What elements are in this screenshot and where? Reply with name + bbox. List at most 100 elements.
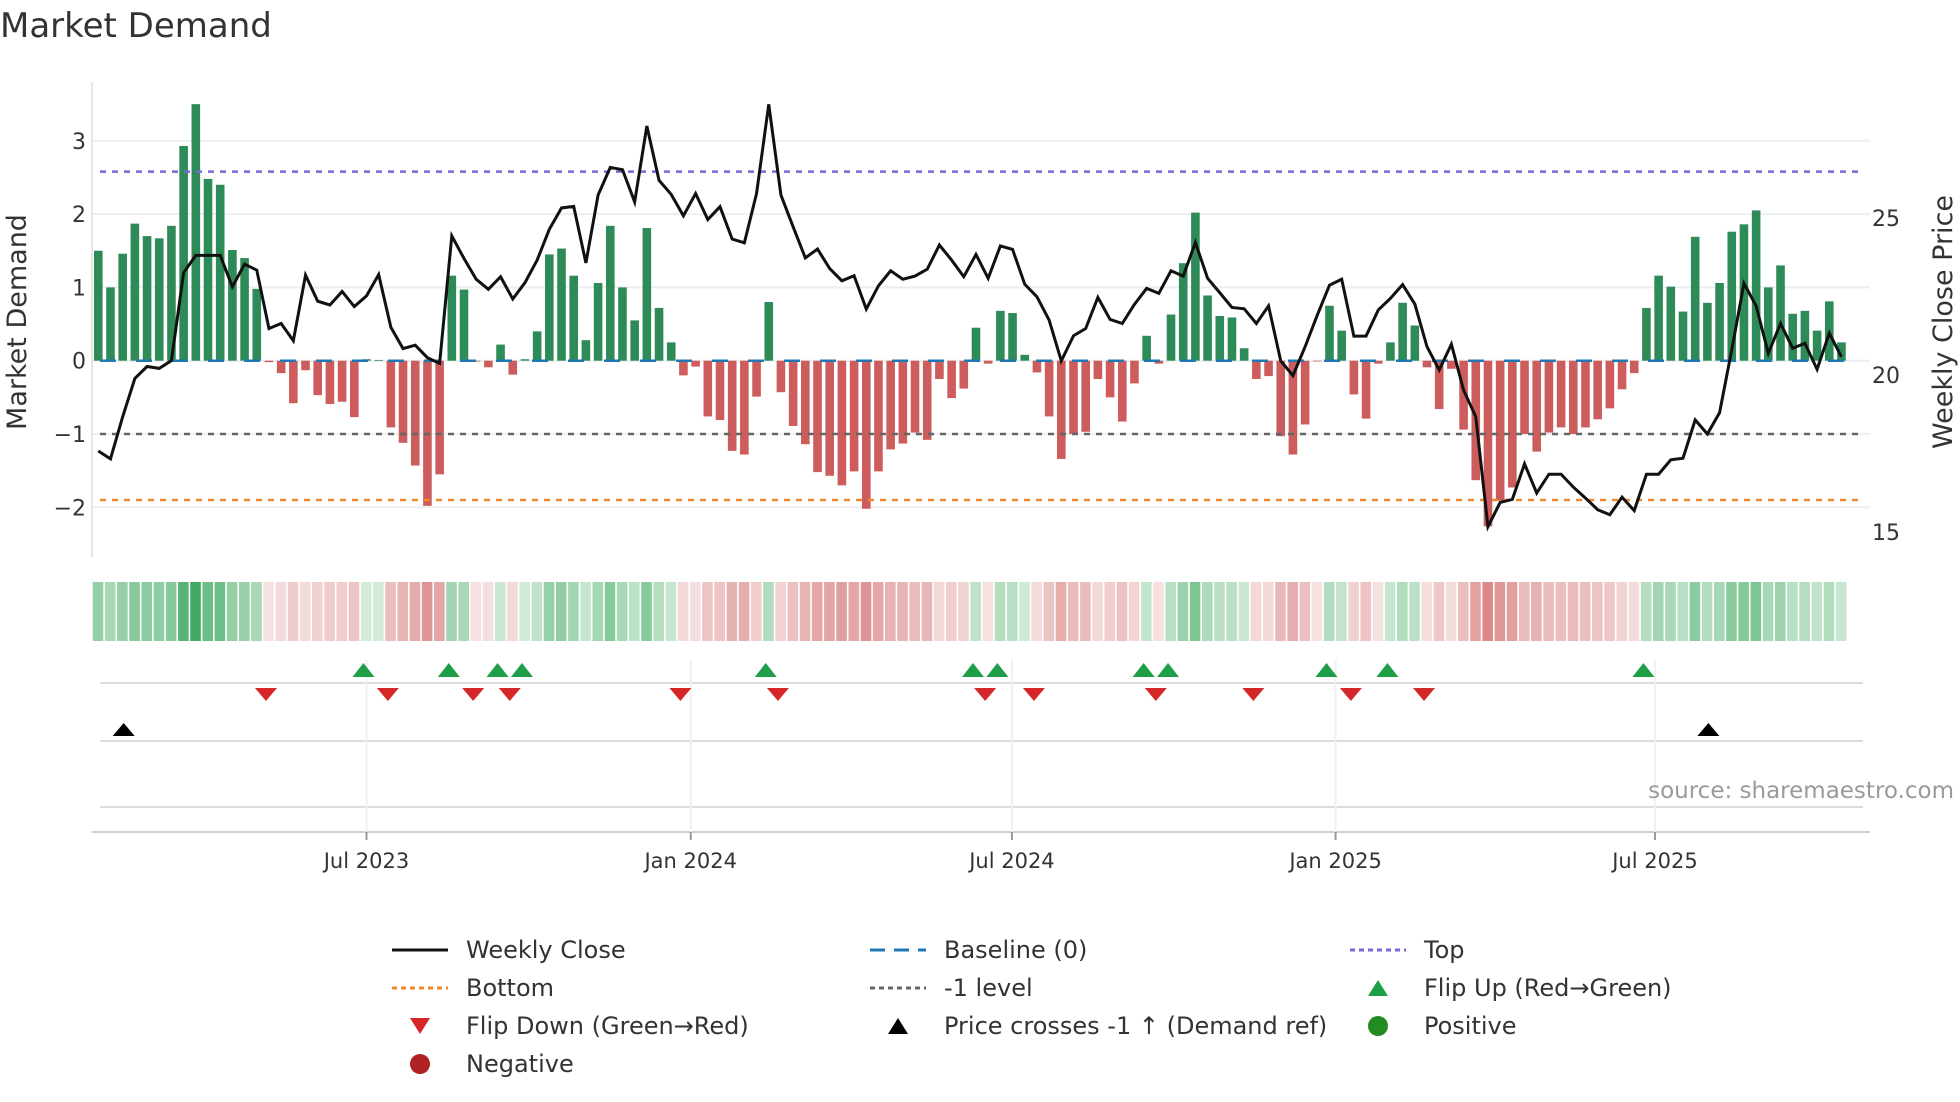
demand-bar: [508, 360, 518, 375]
legend-label: Price crosses -1 ↑ (Demand ref): [944, 1012, 1328, 1040]
heat-cell: [1384, 582, 1396, 641]
demand-bar: [1520, 360, 1529, 434]
demand-bar: [398, 360, 408, 443]
flip-up-marker: [1376, 663, 1399, 677]
demand-bar: [1788, 313, 1798, 361]
demand-bar: [1288, 360, 1298, 455]
heat-cell: [1835, 582, 1847, 641]
demand-bar: [1800, 310, 1810, 361]
heat-cell: [1299, 582, 1311, 641]
heat-cell: [555, 582, 567, 641]
legend-item-negative: Negative: [390, 1046, 574, 1082]
demand-bar: [167, 225, 176, 361]
heat-cell: [726, 582, 738, 641]
heat-cell: [1080, 582, 1091, 641]
flip-up-marker: [1632, 663, 1655, 677]
demand-bar: [1739, 224, 1749, 361]
flip-up-marker: [1132, 663, 1155, 677]
demand-bar: [1508, 360, 1517, 488]
y-tick-label: 3: [72, 130, 86, 155]
demand-bar: [922, 360, 932, 440]
circle-icon: [1348, 1008, 1408, 1044]
heat-cell: [1226, 582, 1237, 641]
heat-cell: [1750, 582, 1762, 641]
heat-cell: [434, 582, 445, 641]
heat-cell: [872, 582, 884, 641]
heat-cell: [348, 582, 360, 641]
demand-bar: [1812, 330, 1822, 361]
demand-bar: [130, 223, 140, 361]
heat-cell: [104, 582, 116, 641]
demand-bar: [142, 236, 152, 361]
heat-cell: [1799, 582, 1810, 641]
demand-bar: [1325, 305, 1334, 361]
flip-up-marker: [510, 663, 533, 677]
flip-down-marker: [1339, 688, 1362, 701]
demand-bar: [1349, 360, 1359, 395]
demand-bar: [435, 360, 444, 475]
heat-cell: [1031, 582, 1042, 641]
y2-tick-label: 20: [1872, 364, 1900, 389]
heat-cell: [592, 582, 604, 641]
heat-cell: [1640, 582, 1652, 641]
heat-cell: [373, 582, 384, 641]
demand-bar: [191, 104, 201, 361]
heat-cell: [836, 582, 847, 641]
heat-cell: [1409, 582, 1420, 641]
flip-down-marker: [669, 688, 692, 701]
flip-down-marker: [254, 688, 277, 701]
legend-item-flip-down: Flip Down (Green→Red): [390, 1008, 749, 1044]
legend-label: Negative: [466, 1050, 574, 1078]
heat-cell: [1336, 582, 1347, 641]
demand-bar: [569, 275, 579, 361]
heat-cell: [909, 582, 921, 641]
heat-cell: [1348, 582, 1359, 641]
flip-down-marker: [462, 688, 485, 701]
demand-bar: [959, 360, 969, 389]
heat-cell: [1104, 582, 1116, 641]
heat-cell: [1141, 582, 1152, 641]
heat-cell: [1043, 582, 1055, 641]
demand-bar: [1166, 314, 1176, 361]
heat-cell: [482, 582, 494, 641]
demand-bar: [1130, 360, 1139, 384]
flip-up-marker: [1315, 663, 1338, 677]
reference-lines: [100, 170, 1864, 502]
heat-cell: [824, 582, 835, 641]
heat-cell: [1665, 582, 1676, 641]
demand-bar: [1581, 360, 1590, 428]
legend-item-weekly-close: Weekly Close: [390, 932, 626, 968]
demand-bar: [654, 307, 664, 361]
x-tick-label: Jul 2024: [967, 849, 1054, 873]
flip-down-marker: [1022, 688, 1045, 701]
demand-bar: [1690, 236, 1700, 361]
heat-cell: [1092, 582, 1103, 641]
heat-cell: [263, 582, 274, 641]
heat-cell: [336, 582, 348, 641]
demand-bar: [386, 360, 396, 428]
heat-cell: [129, 582, 140, 641]
demand-bar: [1252, 360, 1261, 380]
heat-cell: [1738, 582, 1749, 641]
flip-down-marker: [1242, 688, 1265, 701]
demand-bar: [496, 344, 505, 361]
demand-bar: [1837, 342, 1846, 361]
heat-cell: [275, 582, 287, 641]
heat-cell: [214, 582, 226, 641]
heat-cell: [1189, 582, 1201, 641]
heat-cell: [1677, 582, 1688, 641]
demand-bar: [349, 360, 359, 418]
heat-cell: [1531, 582, 1542, 641]
demand-bar: [1117, 360, 1127, 422]
demand-bar: [1764, 287, 1773, 361]
legend-label: -1 level: [944, 974, 1033, 1002]
heat-cell: [1457, 582, 1469, 641]
demand-bar: [337, 360, 347, 402]
heat-cell: [885, 582, 896, 641]
y-tick-label: −2: [54, 496, 86, 521]
heat-cell: [1823, 582, 1835, 641]
demand-bar: [1593, 360, 1602, 420]
heat-cell: [653, 582, 665, 641]
heat-cell: [616, 582, 628, 641]
heat-cell: [921, 582, 933, 641]
